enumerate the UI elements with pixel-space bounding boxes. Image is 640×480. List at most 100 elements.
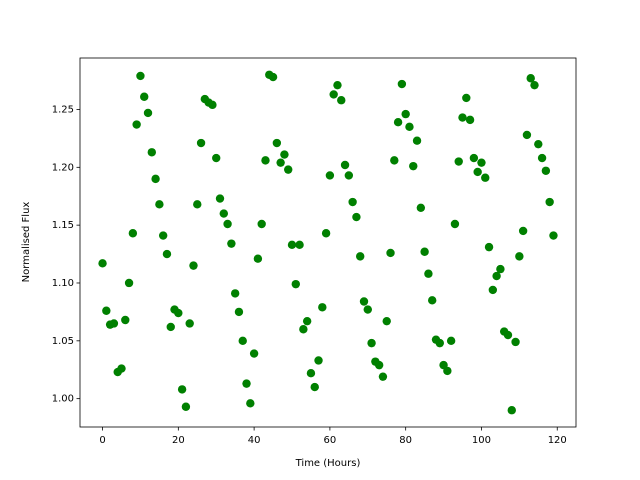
point <box>302 316 312 326</box>
point <box>136 71 145 81</box>
point <box>374 360 384 370</box>
point <box>393 117 403 127</box>
point <box>541 166 551 175</box>
point <box>155 200 164 209</box>
point <box>534 139 543 149</box>
y-tick-label: 1.10 <box>52 278 74 289</box>
point <box>143 108 153 118</box>
point <box>450 219 460 229</box>
point <box>124 278 134 288</box>
point <box>318 303 327 312</box>
point <box>181 402 191 411</box>
point <box>340 160 350 170</box>
point <box>446 336 456 346</box>
x-tick-label: 80 <box>399 435 412 446</box>
point <box>473 167 482 177</box>
point <box>314 356 323 365</box>
point <box>522 130 532 140</box>
x-tick-label: 60 <box>324 435 337 446</box>
point <box>102 306 111 315</box>
point <box>177 385 187 394</box>
point <box>515 252 524 261</box>
point <box>291 279 300 289</box>
point <box>549 231 558 240</box>
point <box>162 249 172 259</box>
point <box>363 305 372 314</box>
point <box>246 399 255 408</box>
point <box>268 72 278 82</box>
x-tick-label: 120 <box>548 435 567 446</box>
point <box>230 289 240 298</box>
point <box>151 174 160 184</box>
x-tick-label: 40 <box>248 435 261 446</box>
x-tick-label: 20 <box>172 435 185 446</box>
point <box>378 372 388 381</box>
point <box>481 173 490 182</box>
point <box>98 259 107 268</box>
x-tick-label: 0 <box>99 435 105 446</box>
point <box>435 338 444 348</box>
point <box>492 271 501 281</box>
point <box>128 229 138 238</box>
point <box>428 296 437 305</box>
point <box>397 79 407 89</box>
point <box>390 156 399 165</box>
point <box>488 285 498 295</box>
point <box>215 194 225 203</box>
point <box>359 297 369 306</box>
point <box>412 136 422 145</box>
point <box>196 138 206 148</box>
point <box>132 120 141 129</box>
point <box>121 315 130 325</box>
y-tick-label: 1.00 <box>52 394 74 405</box>
point <box>337 96 346 105</box>
point <box>367 338 376 348</box>
point <box>158 231 168 240</box>
point <box>503 330 513 340</box>
point <box>223 219 232 229</box>
point <box>174 308 183 318</box>
point <box>469 153 479 163</box>
point <box>344 171 354 180</box>
point <box>189 261 198 270</box>
point <box>518 226 528 236</box>
point <box>477 158 486 167</box>
point <box>261 156 270 165</box>
point <box>253 254 263 263</box>
point <box>454 157 463 166</box>
point <box>306 369 316 378</box>
point <box>299 325 308 334</box>
point <box>484 242 494 252</box>
point <box>234 307 244 317</box>
y-tick-label: 1.25 <box>52 104 74 115</box>
point <box>287 240 297 250</box>
point <box>147 148 157 157</box>
point <box>238 336 247 346</box>
point <box>321 229 331 238</box>
point <box>276 158 285 167</box>
point <box>458 113 467 122</box>
point <box>219 209 228 218</box>
point <box>257 219 266 229</box>
point <box>284 165 293 174</box>
point <box>424 269 433 278</box>
point <box>280 150 289 159</box>
point <box>166 322 175 332</box>
plot-frame <box>79 57 577 428</box>
point <box>227 239 236 248</box>
point <box>462 93 471 103</box>
x-axis-label: Time (Hours) <box>295 458 361 469</box>
point <box>329 90 338 99</box>
point <box>530 80 539 90</box>
point <box>405 122 414 132</box>
point <box>140 92 149 101</box>
point <box>356 252 365 261</box>
y-tick-label: 1.05 <box>52 336 74 347</box>
y-tick-label: 1.15 <box>52 220 74 231</box>
point <box>507 406 516 415</box>
point <box>420 247 429 256</box>
point <box>526 74 535 83</box>
y-tick-label: 1.20 <box>52 162 74 173</box>
point <box>310 382 319 392</box>
